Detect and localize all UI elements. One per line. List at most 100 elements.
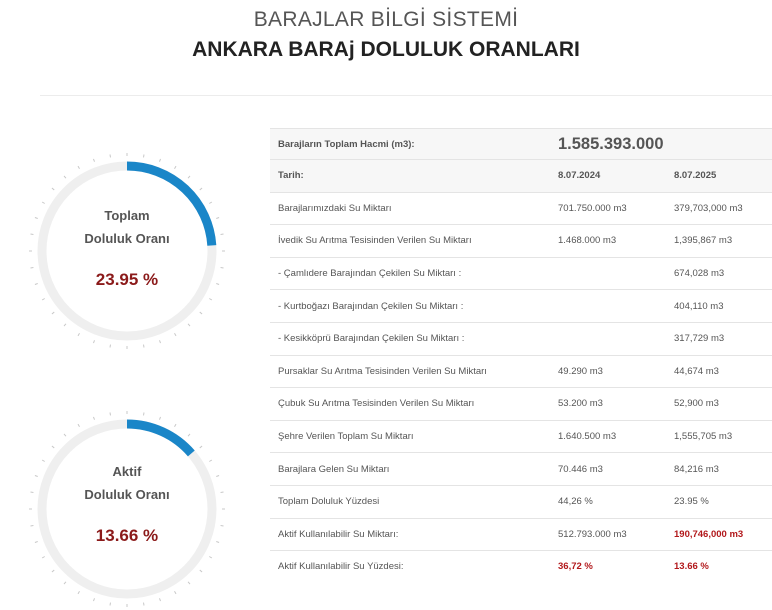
gauge-tick: [220, 491, 224, 493]
row-value-2024: 1.468.000 m3: [550, 224, 666, 258]
gauge-label-line1: Aktif: [112, 464, 142, 479]
row-value-2025: 190,746,000 m3: [666, 517, 772, 551]
table-row: - Kurtboğazı Barajından Çekilen Su Mikta…: [270, 289, 772, 323]
row-value-2024: 1.640.500 m3: [550, 419, 666, 453]
gauge-label-line1: Toplam: [104, 208, 150, 223]
gauge-tick: [209, 459, 213, 462]
gauge-tick: [216, 541, 220, 543]
table-row: Barajlarımızdaki Su Miktarı 701.750.000 m…: [270, 191, 772, 225]
gauge-chart: [29, 411, 225, 607]
row-label: - Çamlıdere Barajından Çekilen Su Miktar…: [270, 256, 550, 290]
gauge-tick: [199, 445, 203, 449]
gauge-value: 13.66 %: [95, 526, 159, 545]
gauge-tick: [51, 569, 55, 573]
gauge-tick: [51, 311, 55, 315]
gauge-tick: [216, 475, 220, 477]
gauge-tick: [159, 416, 161, 420]
gauge-tick: [199, 569, 203, 573]
gauge-tick: [216, 217, 220, 219]
gauge-tick: [30, 233, 34, 235]
row-value-2025: 1,555,705 m3: [666, 419, 772, 453]
gauge-tick: [41, 459, 45, 462]
gauge-tick: [93, 598, 95, 602]
gauge-fill-arc: [126, 419, 195, 457]
active-fill-gauge: Aktif Doluluk Oranı 13.66 %: [26, 408, 228, 610]
row-label: Barajlarımızdaki Su Miktarı: [270, 191, 550, 225]
total-volume-row: Barajların Toplam Hacmi (m3): 1.585.393.…: [270, 128, 772, 160]
gauge-tick: [30, 491, 34, 493]
gauge-value: 23.95 %: [95, 270, 159, 289]
gauge-tick: [30, 525, 34, 527]
gauge-tick: [51, 445, 55, 449]
gauge-tick: [209, 298, 213, 301]
gauge-tick: [199, 187, 203, 191]
table-row: - Çamlıdere Barajından Çekilen Su Miktar…: [270, 256, 772, 290]
row-label: Aktif Kullanılabilir Su Miktarı:: [270, 517, 550, 551]
row-label: Barajlara Gelen Su Miktarı: [270, 452, 550, 486]
divider: [40, 95, 772, 96]
gauge-label-line2: Doluluk Oranı: [84, 487, 170, 502]
table-row: Aktif Kullanılabilir Su Miktarı: 512.793.…: [270, 517, 772, 551]
gauge-tick: [77, 591, 80, 595]
table-row: Çubuk Su Arıtma Tesisinden Verilen Su Mi…: [270, 387, 772, 421]
row-value-2025: 317,729 m3: [666, 321, 772, 356]
gauge-tick: [143, 412, 145, 416]
gauge-tick: [63, 581, 67, 585]
dam-data-table: Barajların Toplam Hacmi (m3): 1.585.393.…: [270, 128, 772, 583]
row-value-2025: 379,703,000 m3: [666, 191, 772, 225]
gauge-tick: [187, 175, 191, 179]
row-value-2024: [550, 289, 666, 323]
page-title: ANKARA BARAj DOLULUK ORANLARI: [192, 38, 580, 61]
gauge-chart: [29, 153, 225, 349]
gauge-tick: [63, 175, 67, 179]
gauge-tick: [93, 416, 95, 420]
gauge-tick: [51, 187, 55, 191]
row-value-2024: 36,72 %: [550, 550, 666, 583]
gauge-tick: [41, 556, 45, 559]
gauge-tick: [159, 340, 161, 344]
gauge-tick: [34, 541, 38, 543]
gauge-tick: [220, 525, 224, 527]
row-value-2025: 1,395,867 m3: [666, 224, 772, 258]
total-volume-value: 1.585.393.000: [550, 128, 772, 160]
gauge-tick: [93, 158, 95, 162]
gauge-tick: [109, 602, 111, 606]
table-row: Şehre Verilen Toplam Su Miktarı 1.640.500…: [270, 419, 772, 453]
gauge-tick: [30, 267, 34, 269]
gauge-tick: [41, 298, 45, 301]
row-value-2024: 49.290 m3: [550, 354, 666, 388]
gauge-fill-arc: [126, 161, 217, 246]
gauge-tick: [159, 598, 161, 602]
row-value-2025: 674,028 m3: [666, 256, 772, 290]
row-label: Pursaklar Su Arıtma Tesisinden Verilen S…: [270, 354, 550, 388]
row-value-2024: 70.446 m3: [550, 452, 666, 486]
row-label: - Kesikköprü Barajından Çekilen Su Mikta…: [270, 321, 550, 356]
gauge-tick: [174, 591, 177, 595]
row-label: Çubuk Su Arıtma Tesisinden Verilen Su Mi…: [270, 387, 550, 421]
gauge-tick: [34, 283, 38, 285]
row-value-2024: 512.793.000 m3: [550, 517, 666, 551]
table-row: Aktif Kullanılabilir Su Yüzdesi: 36,72 % 1…: [270, 550, 772, 583]
gauge-tick: [220, 233, 224, 235]
gauge-tick: [77, 423, 80, 427]
date-row: Tarih: 8.07.2024 8.07.2025: [270, 159, 772, 193]
gauge-tick: [109, 344, 111, 348]
gauge-tick: [143, 154, 145, 158]
gauge-tick: [216, 283, 220, 285]
total-fill-gauge: Toplam Doluluk Oranı 23.95 %: [26, 150, 228, 352]
gauge-tick: [209, 201, 213, 204]
row-label: Aktif Kullanılabilir Su Yüzdesi:: [270, 550, 550, 583]
gauge-tick: [199, 311, 203, 315]
row-value-2025: 84,216 m3: [666, 452, 772, 486]
total-volume-label: Barajların Toplam Hacmi (m3):: [270, 128, 550, 160]
gauge-tick: [143, 602, 145, 606]
gauge-tick: [209, 556, 213, 559]
row-value-2025: 13.66 %: [666, 550, 772, 583]
gauge-tick: [34, 475, 38, 477]
table-row: Pursaklar Su Arıtma Tesisinden Verilen S…: [270, 354, 772, 388]
gauge-tick: [34, 217, 38, 219]
row-label: Toplam Doluluk Yüzdesi: [270, 484, 550, 519]
gauge-tick: [174, 423, 177, 427]
row-value-2024: 53.200 m3: [550, 387, 666, 421]
date-label: Tarih:: [270, 159, 550, 193]
